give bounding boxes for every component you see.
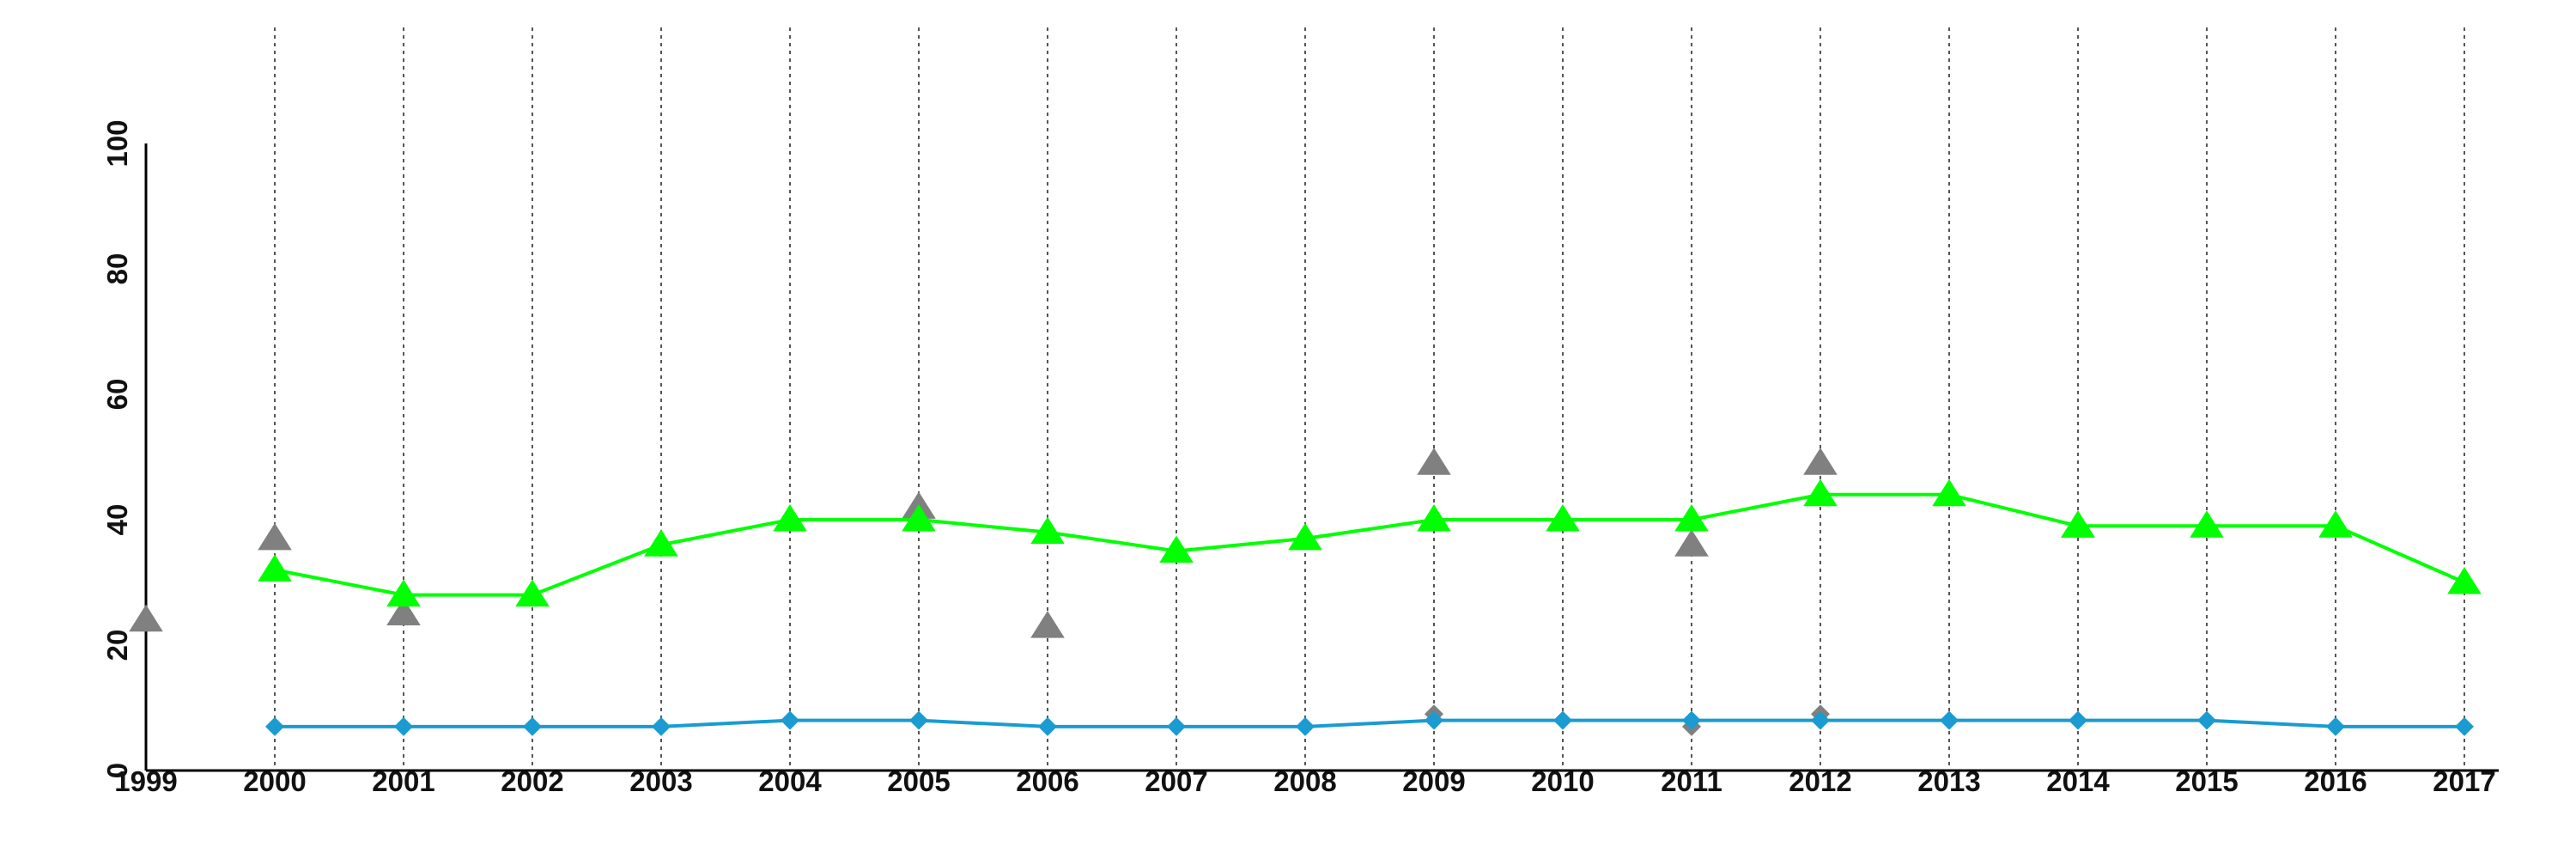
triangle-marker [386, 598, 421, 625]
triangle-marker [2447, 567, 2482, 594]
triangle-marker [2190, 510, 2224, 538]
triangle-marker [1030, 516, 1065, 545]
x-tick-label: 2011 [1661, 765, 1722, 797]
x-tick-label: 2016 [2304, 765, 2366, 797]
diamond-marker [1682, 710, 1701, 730]
x-tick-label: 2003 [629, 765, 692, 797]
triangle-marker [1159, 535, 1194, 563]
diamond-marker [2326, 716, 2345, 736]
triangle-marker [129, 604, 163, 632]
x-tick-label: 2006 [1016, 765, 1078, 797]
triangle-marker [902, 504, 936, 532]
x-tick-label: 2015 [2175, 765, 2238, 797]
triangle-marker [2318, 510, 2353, 538]
diamond-marker [1940, 710, 1959, 730]
x-tick-label: 2007 [1145, 765, 1207, 797]
tick-labels: 1999 2000 2001 2002 2003 2004 2005 2006 2007 2008… [101, 119, 2496, 797]
diamond-marker [652, 716, 671, 736]
y-tick-label: 100 [101, 119, 133, 167]
y-tick-label: 20 [101, 630, 133, 661]
x-tick-label: 2010 [1531, 765, 1594, 797]
diamond-marker [523, 716, 542, 736]
triangle-marker [258, 554, 292, 582]
triangle-marker [258, 522, 292, 551]
x-tick-label: 2004 [758, 765, 822, 797]
triangle-marker [1803, 478, 1838, 507]
diamond-marker [1425, 710, 1443, 730]
triangle-marker [644, 529, 678, 557]
series-line-1 [275, 718, 2464, 728]
x-tick-label: 2013 [1917, 765, 1980, 797]
diamond-marker [265, 716, 284, 736]
x-tick-label: 1999 [114, 765, 177, 797]
triangle-marker [1417, 448, 1451, 475]
triangle-marker [1030, 611, 1065, 638]
diamond-marker [1811, 710, 1830, 730]
y-tick-label: 40 [101, 504, 133, 536]
triangle-marker [1288, 522, 1322, 551]
x-tick-label: 2005 [887, 765, 950, 797]
triangle-marker [2061, 510, 2095, 538]
triangle-marker [1674, 529, 1709, 557]
x-tick-label: 2000 [243, 765, 306, 797]
triangle-marker [1674, 504, 1709, 532]
x-tick-label: 2012 [1789, 765, 1851, 797]
diamond-marker [909, 710, 928, 730]
series-line-0 [274, 492, 2465, 597]
x-tick-label: 2002 [501, 765, 563, 797]
diamond-marker [394, 716, 413, 736]
triangle-marker [1546, 504, 1580, 532]
triangle-marker [773, 504, 807, 532]
x-tick-label: 2009 [1402, 765, 1465, 797]
axes [144, 143, 2499, 772]
gridlines [274, 27, 2465, 771]
diamond-marker [2455, 716, 2474, 736]
series-layer [129, 448, 2482, 736]
x-tick-label: 2017 [2433, 765, 2495, 797]
y-tick-label: 0 [101, 763, 133, 778]
y-tick-label: 60 [101, 379, 133, 411]
triangle-marker [1803, 448, 1838, 475]
diamond-marker [2197, 710, 2216, 730]
y-tick-label: 80 [101, 253, 133, 285]
diamond-marker [1167, 716, 1186, 736]
triangle-marker [386, 579, 421, 607]
diamond-marker [781, 710, 799, 730]
triangle-marker [515, 579, 550, 607]
triangle-marker [1932, 478, 1966, 507]
diamond-marker [1553, 710, 1572, 730]
diamond-marker [1296, 716, 1315, 736]
diamond-marker [1038, 716, 1057, 736]
x-tick-label: 2001 [372, 765, 434, 797]
x-tick-label: 2014 [2046, 765, 2110, 797]
triangle-marker [1417, 504, 1451, 532]
x-tick-label: 2008 [1273, 765, 1336, 797]
diamond-marker [2069, 710, 2087, 730]
